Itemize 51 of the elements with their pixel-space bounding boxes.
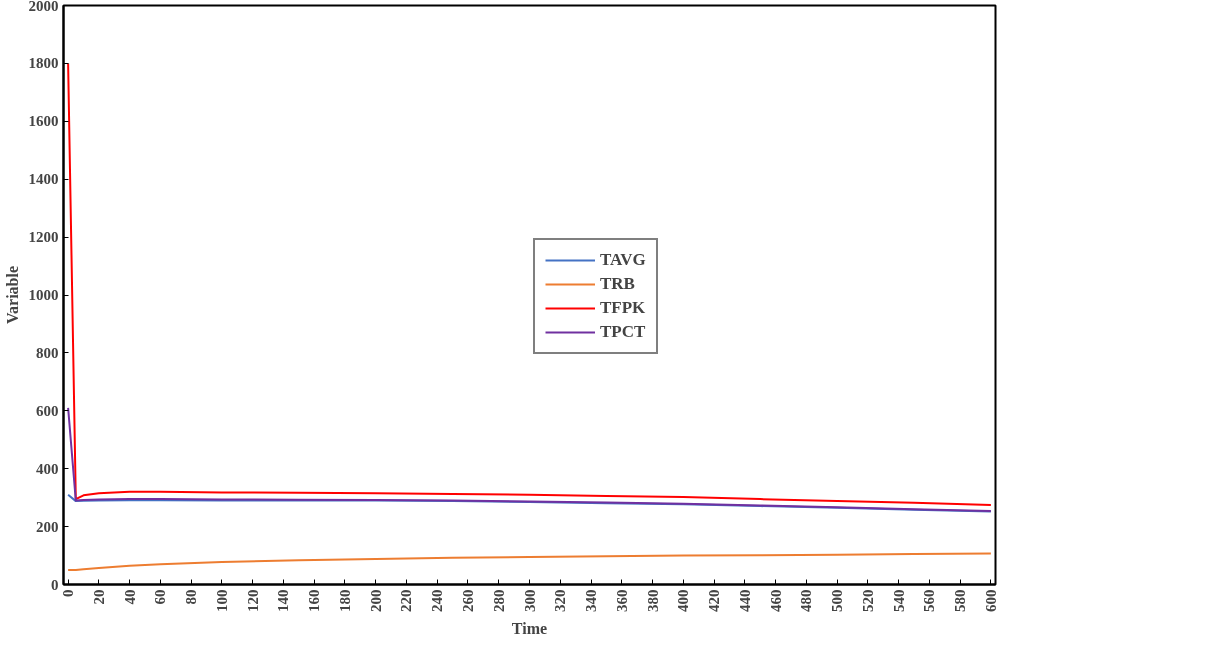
x-axis-title: Time (511, 620, 548, 637)
x-tick-label: 240 (429, 589, 446, 612)
x-tick-label: 480 (798, 589, 815, 612)
x-tick-label: 380 (644, 589, 661, 612)
y-axis-title: Variable (3, 265, 21, 325)
legend-label: TPCT (600, 322, 646, 342)
line-series (67, 62, 992, 506)
x-tick-label: 120 (244, 589, 261, 612)
x-tick-label: 600 (982, 589, 999, 612)
legend-label: TAVG (600, 250, 646, 270)
x-tick-label: 20 (90, 589, 107, 605)
y-tick-label: 800 (36, 344, 59, 361)
x-tick-label: 420 (706, 589, 723, 612)
x-tick-label: 60 (152, 589, 169, 605)
x-tick-label: 140 (275, 589, 292, 612)
x-tick-label: 580 (952, 589, 969, 612)
x-tick-label: 340 (583, 589, 600, 612)
x-tick-label: 40 (121, 589, 138, 605)
x-tick-label: 320 (552, 589, 569, 612)
x-tick-label: 160 (306, 589, 323, 612)
y-tick-label: 2000 (28, 0, 59, 14)
y-tick-label: 200 (36, 518, 59, 535)
legend-label: TRB (600, 274, 635, 294)
y-tick-label: 1800 (28, 55, 59, 72)
line-series (67, 406, 992, 512)
x-tick-label: 300 (521, 589, 538, 612)
y-tick-label: 600 (36, 402, 59, 419)
x-tick-label: 400 (675, 589, 692, 612)
x-tick-label: 220 (398, 589, 415, 612)
y-tick-label: 1000 (28, 287, 59, 303)
y-tick-label: 0 (51, 576, 59, 593)
x-tick-label: 560 (921, 589, 938, 612)
x-tick-label: 260 (459, 589, 476, 612)
x-tick-label: 0 (60, 589, 77, 597)
legend-label: TFPK (600, 298, 646, 318)
x-tick-label: 520 (859, 589, 876, 612)
x-tick-label: 460 (767, 589, 784, 612)
x-tick-label: 100 (213, 589, 230, 612)
line-series (67, 552, 992, 572)
y-tick-label: 1200 (28, 229, 59, 246)
y-tick-label: 1400 (28, 171, 59, 188)
x-tick-label: 280 (490, 589, 507, 612)
x-tick-label: 500 (829, 589, 846, 612)
x-tick-label: 180 (336, 589, 353, 612)
x-tick-label: 360 (613, 589, 630, 612)
y-tick-label: 400 (36, 460, 59, 477)
x-tick-label: 200 (367, 589, 384, 612)
x-tick-label: 540 (890, 589, 907, 612)
y-tick-label: 1600 (28, 113, 59, 130)
x-tick-label: 440 (736, 589, 753, 612)
x-tick-label: 80 (183, 589, 200, 605)
